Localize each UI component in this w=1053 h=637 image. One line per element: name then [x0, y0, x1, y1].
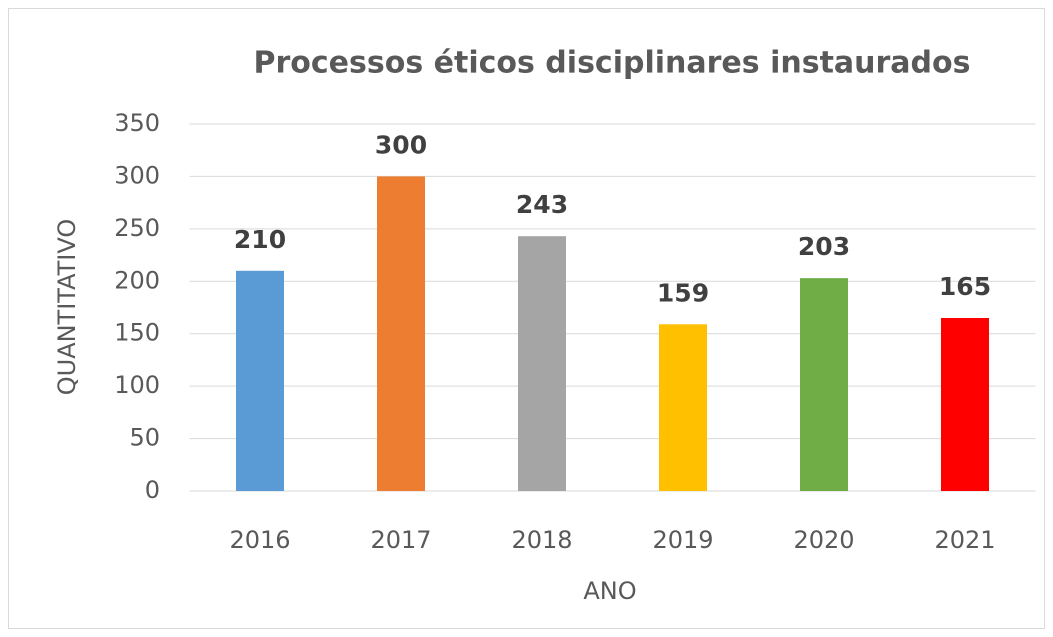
y-tick-label: 200: [114, 266, 160, 294]
data-label: 243: [516, 190, 568, 219]
y-axis-title: QUANTITATIVO: [53, 219, 81, 396]
x-tick-label: 2018: [511, 526, 572, 554]
x-tick-label: 2017: [370, 526, 431, 554]
bar: [800, 278, 848, 491]
x-tick-label: 2020: [793, 526, 854, 554]
y-tick-label: 300: [114, 161, 160, 189]
data-label: 300: [375, 130, 427, 159]
bar: [518, 236, 566, 491]
bar: [941, 317, 989, 491]
x-tick-label: 2016: [229, 526, 290, 554]
x-axis-title: ANO: [583, 577, 636, 605]
data-label: 159: [657, 278, 709, 307]
chart-title: Processos éticos disciplinares instaurad…: [254, 46, 971, 81]
x-tick-label: 2019: [652, 526, 713, 554]
y-tick-label: 350: [114, 109, 160, 137]
data-label: 203: [798, 232, 850, 261]
y-tick-label: 150: [114, 319, 160, 347]
bar: [659, 324, 707, 491]
y-tick-label: 250: [114, 214, 160, 242]
data-label: 210: [234, 225, 286, 254]
y-tick-label: 100: [114, 371, 160, 399]
x-tick-label: 2021: [934, 526, 995, 554]
y-tick-label: 50: [129, 424, 160, 452]
y-tick-label: 0: [145, 476, 160, 504]
data-label: 165: [939, 272, 991, 301]
bar: [236, 270, 284, 491]
bar: [377, 176, 425, 491]
